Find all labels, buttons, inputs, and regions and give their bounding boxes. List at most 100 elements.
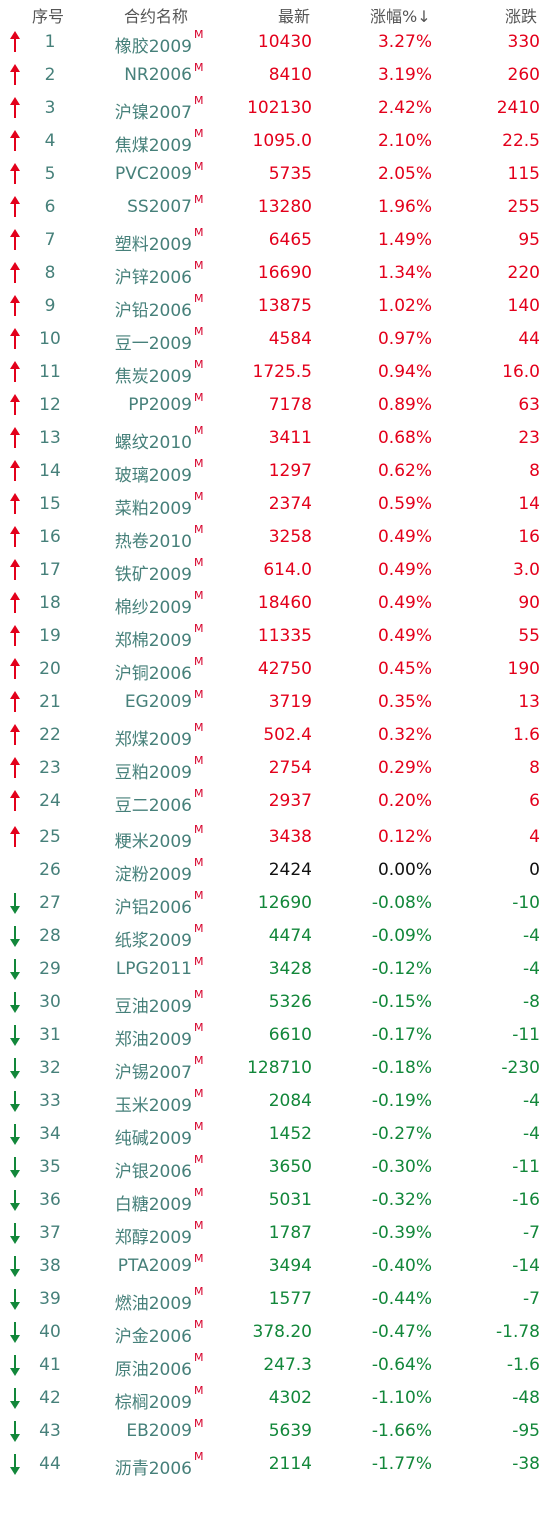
change-value: -8 [523, 992, 540, 1012]
table-row[interactable]: 23 豆粕2009 M 2754 0.29% 8 [0, 752, 560, 785]
row-seq: 23 [39, 758, 61, 778]
arrow-down-icon [8, 1320, 22, 1344]
contract-name: 郑醇2009 [114, 1228, 192, 1248]
table-row[interactable]: 26 淀粉2009 M 2424 0.00% 0 [0, 854, 560, 887]
table-row[interactable]: 42 棕榈2009 M 4302 -1.10% -48 [0, 1382, 560, 1415]
table-row[interactable]: 33 玉米2009 M 2084 -0.19% -4 [0, 1085, 560, 1118]
table-row[interactable]: 36 白糖2009 M 5031 -0.32% -16 [0, 1184, 560, 1217]
table-row[interactable]: 2 NR2006 M 8410 3.19% 260 [0, 59, 560, 92]
header-seq[interactable]: 序号 [32, 7, 65, 26]
arrow-up-icon [8, 30, 22, 54]
header-last-price[interactable]: 最新 [278, 7, 311, 26]
table-row[interactable]: 20 沪铜2006 M 42750 0.45% 190 [0, 653, 560, 686]
change-percent: 0.00% [377, 860, 432, 880]
table-row[interactable]: 43 EB2009 M 5639 -1.66% -95 [0, 1415, 560, 1448]
last-price: 3428 [268, 959, 312, 979]
change-value: 2410 [496, 98, 540, 118]
change-percent: -0.39% [371, 1223, 432, 1243]
change-value: -16 [512, 1190, 540, 1210]
last-price: 1095.0 [252, 131, 312, 151]
contract-name: SS2007 [127, 197, 192, 217]
row-seq: 28 [39, 926, 61, 946]
change-percent: 0.45% [377, 659, 432, 679]
last-price: 5326 [268, 992, 312, 1012]
table-row[interactable]: 19 郑棉2009 M 11335 0.49% 55 [0, 620, 560, 653]
row-seq: 41 [39, 1355, 61, 1375]
table-row[interactable]: 30 豆油2009 M 5326 -0.15% -8 [0, 986, 560, 1019]
table-row[interactable]: 28 纸浆2009 M 4474 -0.09% -4 [0, 920, 560, 953]
contract-name: PP2009 [128, 395, 192, 415]
table-row[interactable]: 25 粳米2009 M 3438 0.12% 4 [0, 821, 560, 854]
table-row[interactable]: 44 沥青2006 M 2114 -1.77% -38 [0, 1448, 560, 1481]
contract-name: 沥青2006 [114, 1459, 192, 1479]
table-row[interactable]: 39 燃油2009 M 1577 -0.44% -7 [0, 1283, 560, 1316]
table-row[interactable]: 6 SS2007 M 13280 1.96% 255 [0, 191, 560, 224]
main-contract-marker: M [194, 1087, 204, 1100]
change-value: 115 [507, 164, 540, 184]
main-contract-marker: M [194, 127, 204, 140]
row-seq: 31 [39, 1025, 61, 1045]
table-row[interactable]: 24 豆二2006 M 2937 0.20% 6 [0, 785, 560, 821]
table-row[interactable]: 11 焦炭2009 M 1725.5 0.94% 16.0 [0, 356, 560, 389]
table-row[interactable]: 9 沪铅2006 M 13875 1.02% 140 [0, 290, 560, 323]
table-row[interactable]: 22 郑煤2009 M 502.4 0.32% 1.6 [0, 719, 560, 752]
last-price: 1725.5 [252, 362, 312, 382]
last-price: 2374 [268, 494, 312, 514]
contract-name: 纸浆2009 [114, 931, 192, 951]
table-row[interactable]: 16 热卷2010 M 3258 0.49% 16 [0, 521, 560, 554]
table-row[interactable]: 34 纯碱2009 M 1452 -0.27% -4 [0, 1118, 560, 1151]
main-contract-marker: M [194, 193, 204, 206]
table-row[interactable]: 5 PVC2009 M 5735 2.05% 115 [0, 158, 560, 191]
arrow-down-icon [8, 1353, 22, 1377]
table-row[interactable]: 27 沪铝2006 M 12690 -0.08% -10 [0, 887, 560, 920]
header-contract-name[interactable]: 合约名称 [124, 7, 189, 26]
table-row[interactable]: 7 塑料2009 M 6465 1.49% 95 [0, 224, 560, 257]
change-value: 255 [507, 197, 540, 217]
change-percent: -1.66% [371, 1421, 432, 1441]
table-row[interactable]: 32 沪锡2007 M 128710 -0.18% -230 [0, 1052, 560, 1085]
table-row[interactable]: 29 LPG2011 M 3428 -0.12% -4 [0, 953, 560, 986]
header-change-percent-sorted[interactable]: 涨幅%↓ [370, 7, 431, 26]
table-row[interactable]: 31 郑油2009 M 6610 -0.17% -11 [0, 1019, 560, 1052]
last-price: 614.0 [263, 560, 312, 580]
contract-name: EG2009 [124, 692, 192, 712]
table-row[interactable]: 35 沪银2006 M 3650 -0.30% -11 [0, 1151, 560, 1184]
table-row[interactable]: 14 玻璃2009 M 1297 0.62% 8 [0, 455, 560, 488]
last-price: 378.20 [252, 1322, 312, 1342]
arrow-up-icon [8, 459, 22, 483]
main-contract-marker: M [194, 823, 204, 836]
table-row[interactable]: 17 铁矿2009 M 614.0 0.49% 3.0 [0, 554, 560, 587]
change-value: -230 [501, 1058, 540, 1078]
arrow-down-icon [8, 1023, 22, 1047]
table-row[interactable]: 40 沪金2006 M 378.20 -0.47% -1.78 [0, 1316, 560, 1349]
main-contract-marker: M [194, 1021, 204, 1034]
table-row[interactable]: 1 橡胶2009 M 10430 3.27% 330 [0, 26, 560, 59]
table-row[interactable]: 38 PTA2009 M 3494 -0.40% -14 [0, 1250, 560, 1283]
change-value: -1.78 [496, 1322, 540, 1342]
contract-name: 纯碱2009 [114, 1129, 192, 1149]
table-row[interactable]: 13 螺纹2010 M 3411 0.68% 23 [0, 422, 560, 455]
table-row[interactable]: 37 郑醇2009 M 1787 -0.39% -7 [0, 1217, 560, 1250]
table-row[interactable]: 41 原油2006 M 247.3 -0.64% -1.6 [0, 1349, 560, 1382]
table-row[interactable]: 21 EG2009 M 3719 0.35% 13 [0, 686, 560, 719]
table-row[interactable]: 18 棉纱2009 M 18460 0.49% 90 [0, 587, 560, 620]
arrow-down-icon [8, 1386, 22, 1410]
table-row[interactable]: 4 焦煤2009 M 1095.0 2.10% 22.5 [0, 125, 560, 158]
row-seq: 9 [44, 296, 56, 316]
table-row[interactable]: 15 菜粕2009 M 2374 0.59% 14 [0, 488, 560, 521]
table-row[interactable]: 10 豆一2009 M 4584 0.97% 44 [0, 323, 560, 356]
table-row[interactable]: 8 沪锌2006 M 16690 1.34% 220 [0, 257, 560, 290]
row-seq: 22 [39, 725, 61, 745]
row-seq: 26 [39, 860, 61, 880]
header-change[interactable]: 涨跌 [505, 7, 538, 26]
change-percent: 0.62% [377, 461, 432, 481]
arrow-down-icon [8, 1056, 22, 1080]
main-contract-marker: M [194, 1252, 204, 1265]
contract-name: 铁矿2009 [114, 565, 192, 585]
table-row[interactable]: 3 沪镍2007 M 102130 2.42% 2410 [0, 92, 560, 125]
table-row[interactable]: 12 PP2009 M 7178 0.89% 63 [0, 389, 560, 422]
change-percent: -0.08% [371, 893, 432, 913]
arrow-up-icon [8, 756, 22, 780]
change-value: 55 [518, 626, 540, 646]
change-value: 44 [518, 329, 540, 349]
